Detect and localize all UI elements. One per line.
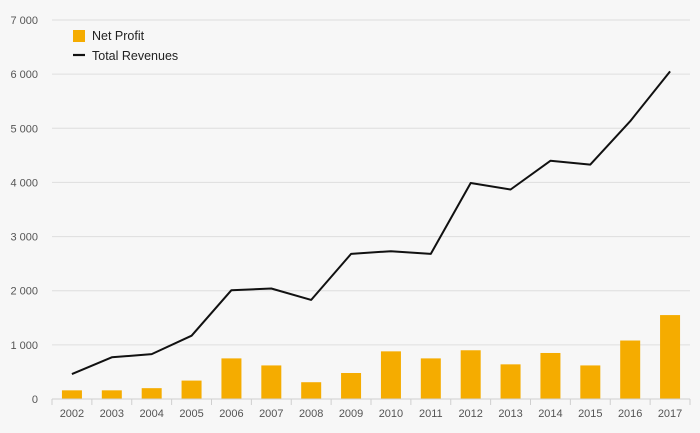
x-tick-label: 2009 [339,408,363,420]
bar-net-profit [181,380,202,399]
bar-net-profit [620,340,641,399]
y-tick-label: 3 000 [10,232,38,244]
bar-net-profit [580,365,601,399]
x-tick-label: 2017 [658,408,682,420]
net-profit-bars [61,315,681,399]
grid [52,19,690,346]
bar-net-profit [500,364,521,399]
x-tick-label: 2013 [498,408,522,420]
bar-net-profit [61,390,82,399]
bar-net-profit [460,350,481,399]
x-tick-label: 2011 [419,408,443,420]
bar-net-profit [540,352,561,399]
line-total-revenues [71,70,671,376]
y-axis-ticks: 0 1 000 2 000 3 000 4 000 5 000 6 000 7 000 [10,15,38,406]
y-tick-label: 0 [32,394,38,406]
bar-net-profit [221,358,242,399]
x-tick-label: 2010 [379,408,403,420]
legend-swatch-net-profit [73,30,85,42]
y-tick-label: 5 000 [10,123,38,135]
bar-net-profit [660,315,681,399]
x-axis: 2002 2003 2004 2005 2006 2007 2008 2009 2010 2011… [51,398,691,420]
bar-net-profit [101,390,122,399]
bar-net-profit [141,388,162,399]
x-tick-label: 2004 [139,408,163,420]
legend-label-total-revenues: Total Revenues [92,49,178,63]
x-tick-label: 2006 [219,408,243,420]
bar-net-profit [420,358,441,399]
x-tick-label: 2005 [179,408,203,420]
x-tick-label: 2003 [100,408,124,420]
x-tick-label: 2016 [618,408,642,420]
bar-net-profit [380,351,401,399]
y-tick-label: 7 000 [10,15,38,27]
x-tick-label: 2015 [578,408,602,420]
legend-label-net-profit: Net Profit [92,29,145,43]
x-tick-label: 2008 [299,408,323,420]
x-tick-label: 2007 [259,408,283,420]
x-tick-label: 2012 [458,408,482,420]
bar-net-profit [341,373,362,399]
y-tick-label: 4 000 [10,177,38,189]
y-tick-label: 2 000 [10,286,38,298]
x-tick-label: 2002 [60,408,84,420]
x-tick-label: 2014 [538,408,562,420]
bar-net-profit [301,382,322,399]
total-revenues-line-group [71,70,671,376]
y-tick-label: 1 000 [10,340,38,352]
bar-net-profit [261,365,282,399]
legend: Net Profit Total Revenues [73,29,178,63]
y-tick-label: 6 000 [10,69,38,81]
